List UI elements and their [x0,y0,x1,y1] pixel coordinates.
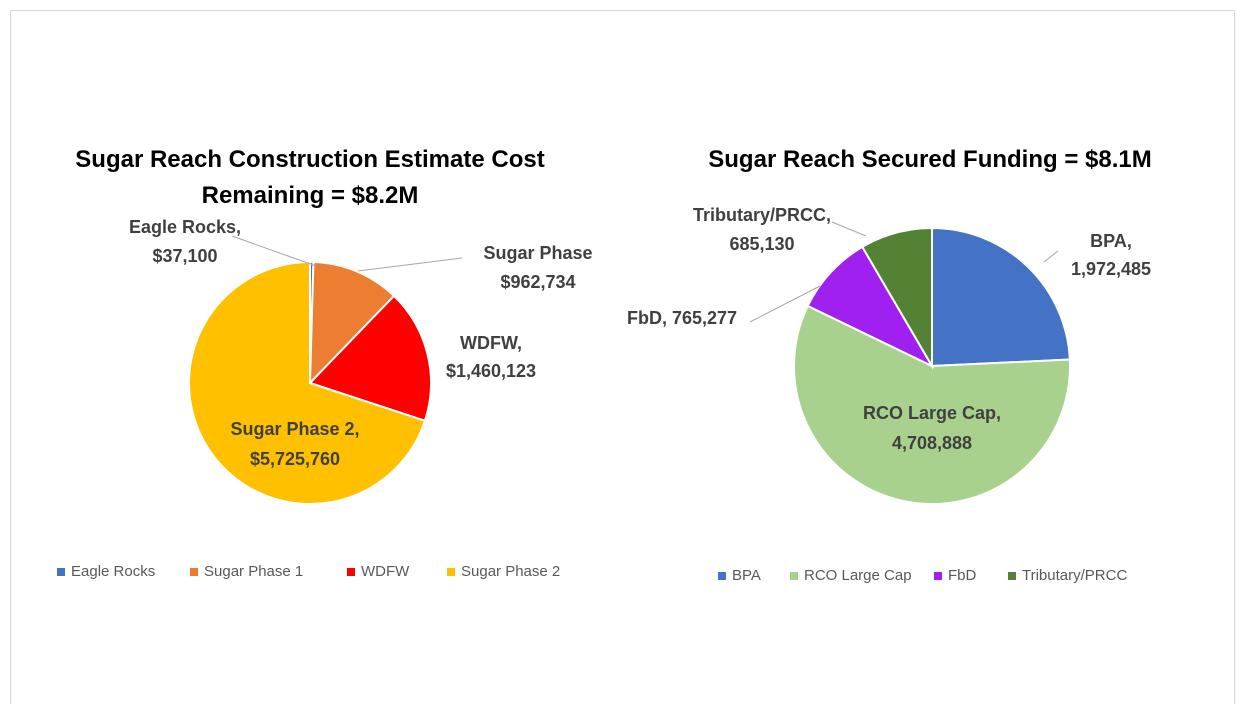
data-label-value: $1,460,123 [446,361,536,381]
legend-label: Eagle Rocks [71,563,155,580]
legend-swatch [790,572,798,580]
pie-slice [793,304,1071,505]
chart-title: Sugar Reach Construction Estimate Cost R… [75,146,545,209]
pie-slice [308,294,432,423]
data-label-name: Tributary/PRCC, [693,205,831,225]
leader-line [231,235,317,267]
leader-line [749,285,821,323]
leader-line [1043,250,1059,263]
pie-slice [931,226,1071,368]
data-label-name: Eagle Rocks, [129,217,241,237]
data-label-name: Sugar Phase 2, [230,419,359,439]
data-label-name: FbD, [627,308,667,328]
legend-label: RCO Large Cap [804,567,912,584]
pie-slice [308,261,396,386]
legend-label: Tributary/PRCC [1022,567,1127,584]
data-label-name: WDFW, [460,333,522,353]
leader-line [357,257,463,272]
legend-swatch [347,568,355,576]
pie-slice [806,245,935,369]
legend-swatch [934,572,942,580]
legend-swatch [190,568,198,576]
data-label-name: BPA, [1090,231,1132,251]
data-label-value: 765,277 [672,308,737,328]
legend-swatch [57,568,65,576]
legend-label: WDFW [361,563,410,580]
legend-swatch [447,568,455,576]
legend-label: Sugar Phase 2 [461,563,560,580]
legend-swatch [1008,572,1016,580]
data-label-value: 1,972,485 [1071,259,1151,279]
pie-slice [188,260,427,505]
data-label-name: RCO Large Cap, [863,403,1001,423]
data-label: FbD, 765,277 [627,308,737,328]
legend-label: BPA [732,567,761,584]
leader-line [831,221,867,237]
frame [10,10,1235,704]
chart-title: Sugar Reach Secured Funding = $8.1M [708,146,1152,173]
pie-slice [860,226,933,370]
data-label-name: Sugar Phase [483,243,592,263]
data-label-value: 685,130 [729,234,794,254]
legend-swatch [718,572,726,580]
data-label-value: 4,708,888 [892,433,972,453]
data-label-value: $5,725,760 [250,449,340,469]
data-label-value: $962,734 [500,272,575,292]
legend-label: Sugar Phase 1 [204,563,303,580]
legend-label: FbD [948,567,977,584]
data-label-value: $37,100 [152,246,217,266]
